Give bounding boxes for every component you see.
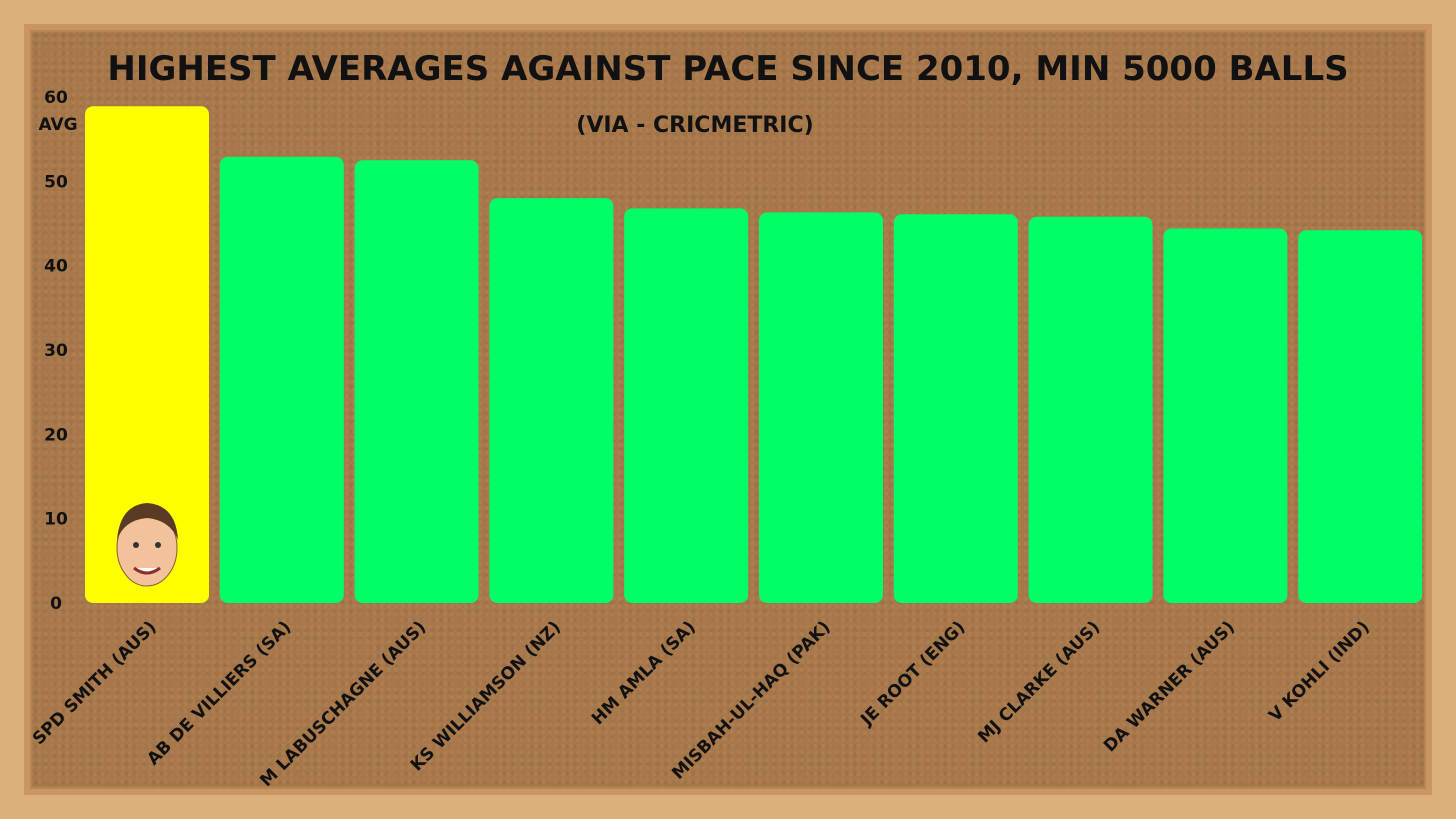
- bars: [85, 106, 1423, 604]
- chart-title: HIGHEST AVERAGES AGAINST PACE SINCE 2010…: [107, 49, 1348, 89]
- y-tick-label: 40: [44, 257, 68, 277]
- y-axis-label: AVG: [38, 115, 77, 135]
- category-label: MISBAH-UL-HAQ (PAK): [668, 617, 834, 783]
- bar: [893, 214, 1018, 603]
- category-label: V KOHLI (IND): [1265, 617, 1374, 726]
- bar: [624, 208, 749, 603]
- y-tick-label: 30: [44, 341, 68, 361]
- category-label: JE ROOT (ENG): [856, 617, 969, 730]
- category-labels: SPD SMITH (AUS)AB DE VILLIERS (SA)M LABU…: [29, 617, 1374, 791]
- bar: [1028, 216, 1153, 603]
- category-label: AB DE VILLIERS (SA): [143, 617, 295, 769]
- y-tick-label: 60: [44, 88, 68, 108]
- y-tick-label: 20: [44, 425, 68, 445]
- category-label: SPD SMITH (AUS): [29, 617, 161, 749]
- y-tick-label: 0: [50, 594, 62, 614]
- player-face-icon: [116, 503, 178, 587]
- bar: [354, 160, 479, 603]
- y-tick-label: 10: [44, 510, 68, 530]
- bar: [1298, 230, 1423, 603]
- y-tick-label: 50: [44, 172, 68, 192]
- y-axis-ticks: 0 10 20 30 40 50 60: [44, 88, 68, 614]
- category-label: HM AMLA (SA): [588, 617, 700, 729]
- bar: [759, 212, 883, 603]
- category-label: MJ CLARKE (AUS): [974, 617, 1104, 747]
- bar: [85, 106, 209, 603]
- bar: [489, 198, 614, 603]
- bar: [219, 156, 344, 604]
- category-label: DA WARNER (AUS): [1100, 617, 1239, 756]
- chart-subtitle: (VIA - CRICMETRIC): [576, 113, 813, 138]
- bar: [1163, 228, 1288, 603]
- category-label: KS WILLIAMSON (NZ): [407, 617, 565, 775]
